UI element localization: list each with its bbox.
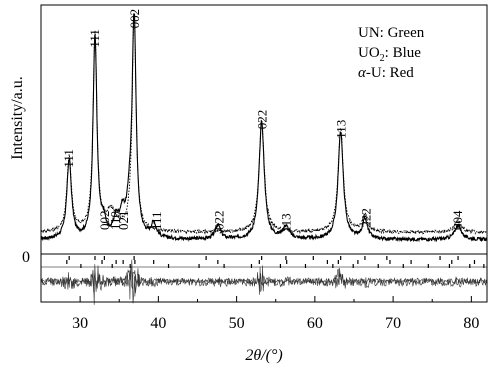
peak-label: 021 <box>116 211 131 231</box>
legend-color-text: : Green <box>380 25 425 41</box>
legend-formula: α <box>358 65 367 81</box>
peak-label: 222 <box>359 208 374 228</box>
calculated-pattern-line <box>40 13 488 236</box>
x-axis: 30 40 50 60 70 80 <box>40 296 479 332</box>
legend-formula: UN <box>358 25 380 41</box>
x-tick-label: 50 <box>229 315 245 332</box>
plot-area <box>40 4 488 303</box>
legend-color-text: : Blue <box>385 45 422 61</box>
x-axis-label: 2θ/(°) <box>245 347 282 364</box>
zero-label: 0 <box>22 249 30 266</box>
observed-pattern-line <box>40 13 488 243</box>
peak-label: 113 <box>334 120 349 139</box>
peak-label: 002 <box>127 9 142 29</box>
peak-label: 111 <box>87 29 102 48</box>
legend: UN: Green UO2: Blue α-U: Red <box>358 25 425 81</box>
difference-line <box>40 259 487 305</box>
peak-label: 022 <box>254 110 269 130</box>
legend-entry-un: UN: Green <box>358 25 425 41</box>
legend-entry-alpha-u: α-U: Red <box>358 65 414 81</box>
x-tick-label: 70 <box>385 315 401 332</box>
x-tick-label: 30 <box>72 315 88 332</box>
y-axis-label: Intensity/a.u. <box>9 76 26 160</box>
legend-entry-uo2: UO2: Blue <box>358 45 421 64</box>
series-layer <box>40 13 488 243</box>
peak-label: 113 <box>279 213 294 232</box>
legend-color-text: -U: Red <box>366 65 414 81</box>
peak-label: 022 <box>211 211 226 231</box>
peak-label: 111 <box>149 211 164 230</box>
x-tick-label: 40 <box>150 315 166 332</box>
peak-label: 111 <box>61 149 76 168</box>
x-tick-label: 60 <box>307 315 323 332</box>
reflection-ticks <box>66 256 485 268</box>
peak-label: 002 <box>97 211 112 231</box>
peak-label: 110 <box>107 211 122 230</box>
x-tick-label: 80 <box>463 315 479 332</box>
difference-curve <box>40 259 487 305</box>
legend-subscript: 2 <box>380 53 385 64</box>
peak-label: 004 <box>450 210 465 230</box>
legend-formula: UO <box>358 45 380 61</box>
